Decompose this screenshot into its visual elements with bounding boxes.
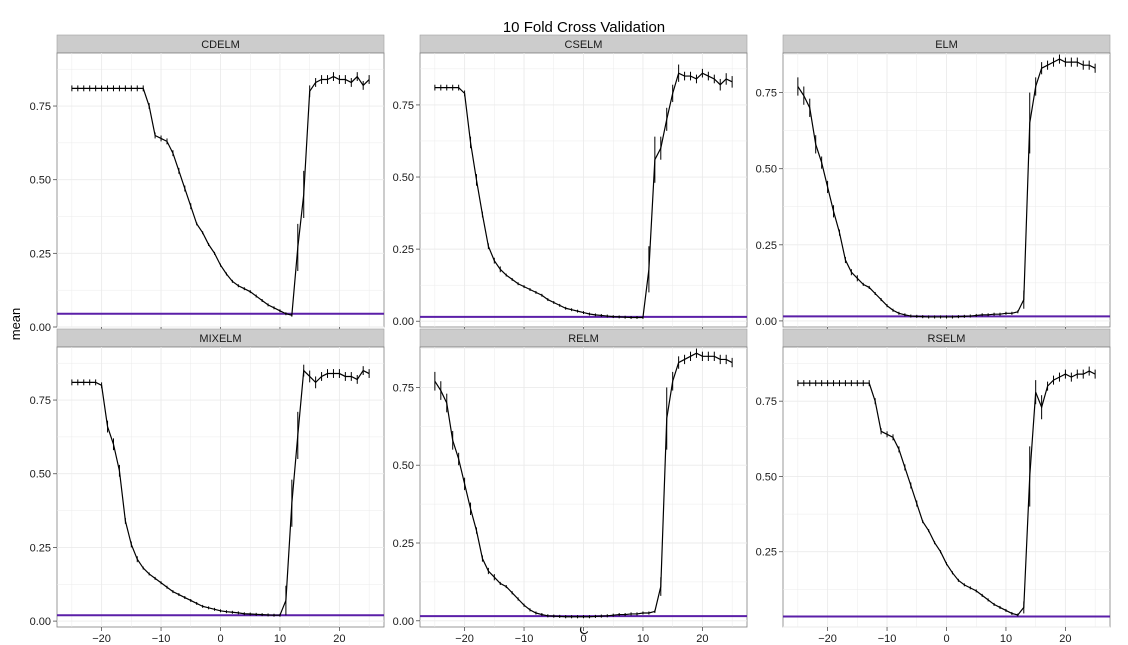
y-tick-label: 0.50: [756, 471, 777, 483]
panel-strip-label: MIXELM: [199, 333, 241, 345]
chart-title: 10 Fold Cross Validation: [503, 19, 665, 36]
y-tick-label: 0.00: [393, 616, 414, 628]
x-tick-label: 0: [580, 633, 586, 645]
x-tick-label: −10: [152, 633, 171, 645]
x-tick-label: −20: [92, 633, 111, 645]
x-tick-label: −10: [515, 633, 534, 645]
y-tick-label: 0.50: [756, 164, 777, 176]
y-tick-label: 0.50: [393, 172, 414, 184]
y-tick-label: 0.50: [30, 469, 51, 481]
x-tick-label: 10: [637, 633, 649, 645]
y-tick-label: 0.50: [30, 175, 51, 187]
y-tick-label: 0.25: [30, 542, 51, 554]
y-tick-label: 0.25: [393, 244, 414, 256]
panel-strip-label: RSELM: [928, 333, 966, 345]
x-tick-label: 0: [943, 633, 949, 645]
y-axis-title: mean: [8, 308, 23, 341]
x-tick-label: 10: [1000, 633, 1012, 645]
panel-strip-label: RELM: [568, 333, 599, 345]
y-tick-label: 0.25: [756, 547, 777, 559]
y-tick-label: 0.75: [756, 88, 777, 100]
facet-panels: CDELM 0.00 0.25 0.50 0.75 −20 −10 0 10 20 CSELM 0.0…: [30, 35, 1110, 645]
y-tick-label: 0.75: [30, 395, 51, 407]
y-tick-label: 0.25: [393, 538, 414, 550]
panel-strip-label: CSELM: [565, 39, 603, 51]
y-tick-label: 0.75: [756, 396, 777, 408]
x-tick-label: −20: [818, 633, 837, 645]
y-tick-label: 0.00: [30, 616, 51, 628]
y-tick-label: 0.00: [756, 316, 777, 328]
x-tick-label: 0: [217, 633, 223, 645]
y-tick-label: 0.25: [30, 248, 51, 260]
y-tick-label: 0.75: [393, 382, 414, 394]
y-tick-label: 0.75: [393, 100, 414, 112]
x-tick-label: 20: [696, 633, 708, 645]
y-tick-label: 0.75: [30, 101, 51, 113]
panel-mixelm: MIXELM 0.00 0.25 0.50 0.75 −20 −10 0 10 20: [30, 329, 384, 645]
y-tick-label: 0.50: [393, 460, 414, 472]
x-tick-label: 10: [274, 633, 286, 645]
y-tick-label: 0.00: [30, 322, 51, 334]
panel-strip-label: CDELM: [201, 39, 240, 51]
x-tick-label: 20: [1059, 633, 1071, 645]
panel-strip-label: ELM: [935, 39, 958, 51]
x-tick-label: 20: [333, 633, 345, 645]
panel-rselm: RSELM 0.25 0.50 0.75 −20 −10 0 10 20: [756, 329, 1110, 645]
x-tick-label: −20: [455, 633, 474, 645]
x-tick-label: −10: [878, 633, 897, 645]
panel-relm: RELM 0.00 0.25 0.50 0.75 −20 −10 0 10 20: [393, 329, 747, 645]
y-tick-label: 0.00: [393, 316, 414, 328]
y-tick-label: 0.25: [756, 240, 777, 252]
